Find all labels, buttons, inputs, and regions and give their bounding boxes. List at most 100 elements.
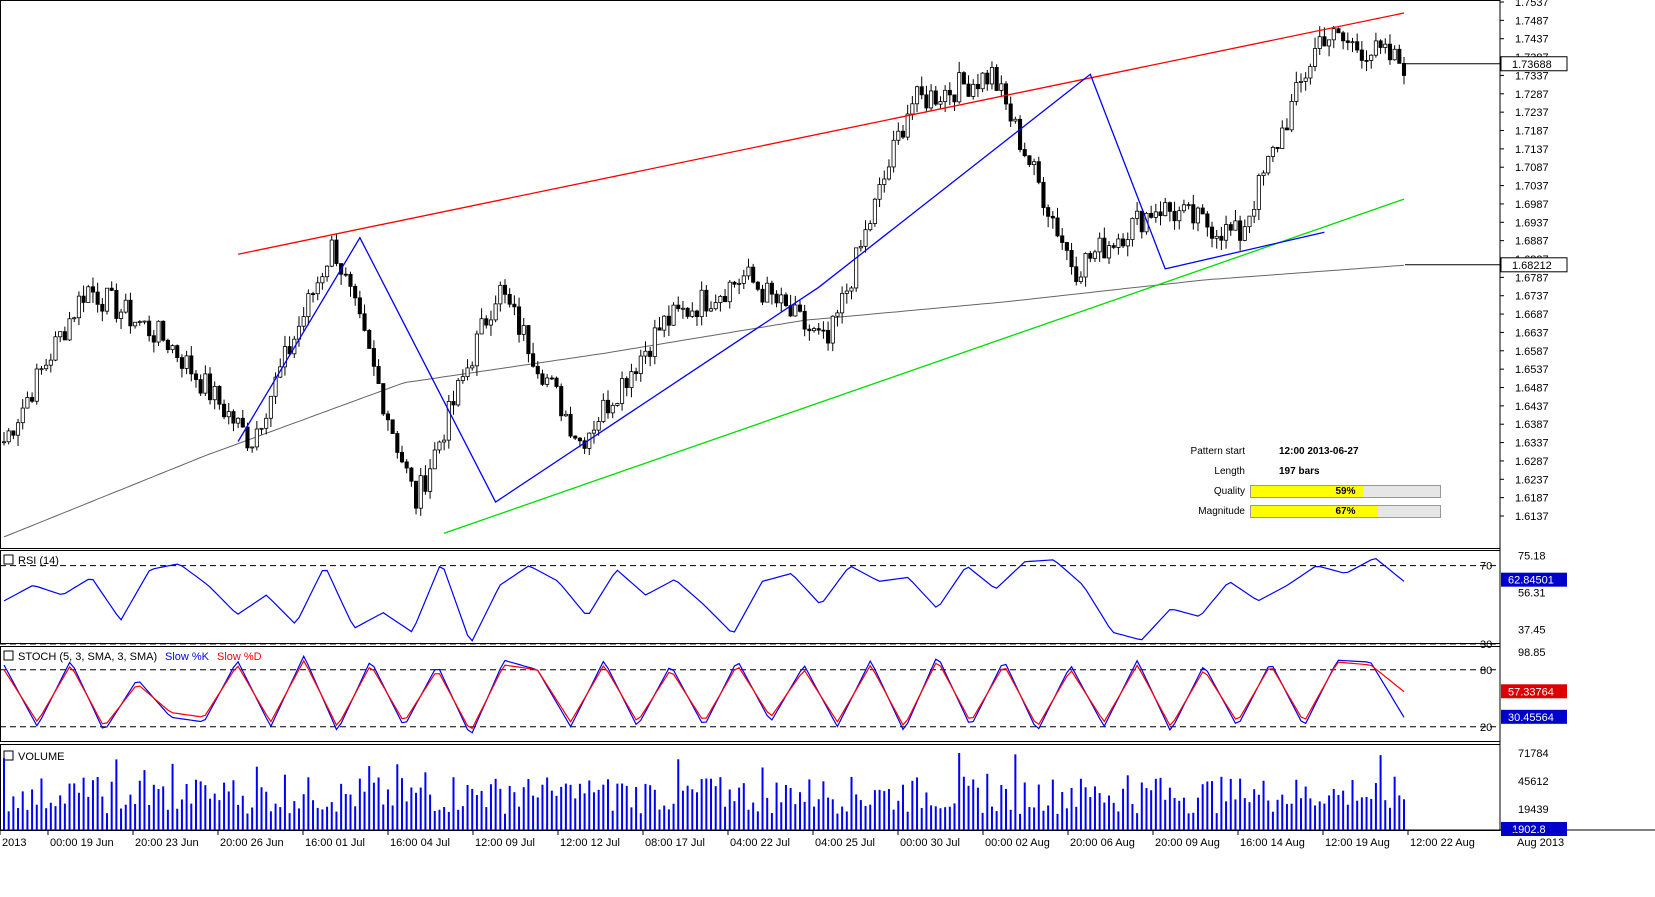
candle-body: [868, 223, 873, 231]
candle-body: [615, 403, 620, 406]
price-tick-label: 1.6987: [1515, 199, 1549, 211]
candle-body: [629, 371, 634, 389]
candle-body: [1186, 204, 1191, 207]
candle-body: [1018, 118, 1023, 150]
candle-body: [826, 329, 831, 344]
quality-value: 59%: [1335, 486, 1356, 497]
candle-body: [1144, 212, 1149, 233]
price-tick-label: 1.6937: [1515, 217, 1549, 229]
pattern-start-row: Pattern start 12:00 2013-06-27: [1180, 443, 1450, 463]
candle-body: [1083, 253, 1088, 278]
candle-body: [1055, 217, 1060, 237]
candle-body: [1233, 220, 1238, 231]
candle-body: [807, 328, 812, 332]
candle-body: [680, 307, 685, 310]
candle-body: [755, 281, 760, 290]
candle-body: [428, 468, 433, 492]
candle-body: [1284, 127, 1289, 131]
candle-body: [591, 429, 597, 434]
candle-body: [259, 427, 264, 430]
candle-body: [147, 320, 152, 337]
candle-body: [498, 284, 503, 305]
candle-body: [1242, 226, 1247, 241]
candle-body: [72, 317, 77, 320]
candle-body: [1247, 215, 1252, 228]
candle-body: [919, 86, 924, 96]
candle-body: [1153, 211, 1158, 218]
candle-body: [1135, 210, 1140, 219]
candle-body: [980, 72, 985, 90]
candle-body: [1373, 40, 1378, 56]
quality-label: Quality: [1213, 486, 1245, 497]
candle-body: [1369, 54, 1374, 61]
price-tick-label: 1.7037: [1515, 181, 1549, 193]
candle-body: [596, 421, 601, 431]
price-tick-label: 1.6787: [1515, 272, 1549, 284]
stoch-close-icon[interactable]: [3, 650, 14, 661]
current-price-label: 1.73688: [1512, 59, 1552, 71]
candle-body: [1088, 253, 1093, 259]
candle-body: [1308, 66, 1313, 79]
price-tick-label: 1.6637: [1515, 327, 1549, 339]
price-tick-label: 1.7237: [1515, 107, 1549, 119]
candle-body: [34, 368, 39, 402]
volume-title: VOLUME: [18, 751, 64, 763]
stoch-panel: STOCH (5, 3, SMA, 3, SMA) Slow %K Slow %D 8…: [0, 647, 1567, 734]
candle-body: [994, 66, 999, 91]
time-axis: 2013 00:00 19 Jun 20:00 23 Jun 20:00 26 Jun…: [0, 830, 1564, 849]
candle-body: [250, 446, 255, 449]
price-tick-label: 1.6437: [1515, 401, 1549, 413]
rsi-close-icon[interactable]: [3, 554, 14, 565]
candle-body: [67, 318, 72, 341]
candle-body: [1392, 48, 1397, 61]
time-tick-label: 16:00 01 Jul: [305, 837, 365, 849]
volume-close-icon[interactable]: [3, 750, 14, 761]
candle-body: [282, 346, 287, 368]
sma-line: [3, 264, 1405, 538]
candle-body: [989, 66, 994, 85]
candle-body: [1125, 239, 1130, 247]
candle-body: [474, 333, 479, 367]
candle-body: [484, 318, 489, 326]
candle-body: [11, 430, 16, 436]
candle-body: [395, 433, 400, 453]
candle-body: [563, 413, 568, 417]
candle-body: [840, 292, 845, 314]
volume-tick-label: 45612: [1518, 776, 1549, 788]
time-tick-label: 2013: [2, 837, 26, 849]
candle-body: [1280, 127, 1285, 149]
candle-body: [1214, 235, 1219, 239]
candle-body: [268, 395, 273, 419]
candle-body: [1008, 103, 1013, 122]
candle-body: [1172, 210, 1177, 222]
candle-body: [517, 306, 522, 335]
candle-body: [671, 304, 676, 326]
candle-body: [610, 404, 615, 414]
candle-body: [1149, 212, 1154, 218]
candle-body: [526, 325, 531, 355]
candle-body: [287, 346, 292, 355]
price-tick-label: 1.7337: [1515, 70, 1549, 82]
candle-body: [1046, 207, 1051, 217]
quality-bar-fill: [1251, 486, 1363, 497]
price-tick-label: 1.6587: [1515, 346, 1549, 358]
candle-body: [933, 90, 938, 105]
candle-body: [1167, 202, 1172, 212]
candle-body: [1074, 266, 1079, 282]
price-tick-label: 1.7437: [1515, 34, 1549, 46]
stoch-d-label: 57.33764: [1508, 686, 1554, 698]
candle-body: [100, 303, 105, 312]
price-tick-label: 1.6387: [1515, 419, 1549, 431]
candle-body: [1158, 211, 1163, 217]
candle-body: [184, 355, 189, 369]
price-tick-label: 1.6537: [1515, 364, 1549, 376]
candle-body: [1022, 149, 1027, 157]
candle-body: [320, 276, 325, 284]
candle-body: [1181, 204, 1186, 212]
candle-body: [540, 373, 545, 385]
sma-value-label: 1.68212: [1512, 260, 1552, 272]
candle-body: [783, 294, 788, 306]
candle-body: [966, 83, 971, 97]
candle-body: [226, 411, 231, 418]
